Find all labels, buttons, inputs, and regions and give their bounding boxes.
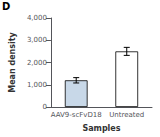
- svg-text:1,000: 1,000: [27, 81, 47, 89]
- svg-text:Untreated: Untreated: [109, 111, 144, 119]
- svg-text:AAV9-scFvD18: AAV9-scFvD18: [51, 111, 102, 119]
- svg-text:3,000: 3,000: [27, 36, 47, 44]
- svg-text:4,000: 4,000: [27, 14, 47, 22]
- svg-text:2,000: 2,000: [27, 59, 47, 67]
- svg-text:Mean density: Mean density: [8, 31, 17, 92]
- svg-text:Samples: Samples: [82, 124, 120, 133]
- svg-text:0: 0: [42, 103, 46, 111]
- svg-text:D: D: [2, 1, 10, 12]
